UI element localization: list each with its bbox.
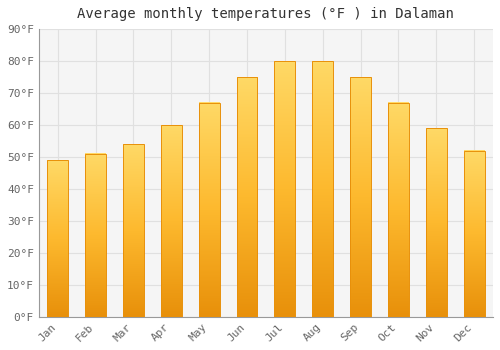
Bar — [274, 61, 295, 317]
Bar — [426, 128, 446, 317]
Bar — [388, 103, 409, 317]
Bar — [350, 77, 371, 317]
Bar — [48, 160, 68, 317]
Title: Average monthly temperatures (°F ) in Dalaman: Average monthly temperatures (°F ) in Da… — [78, 7, 454, 21]
Bar — [198, 103, 220, 317]
Bar — [236, 77, 258, 317]
Bar — [85, 154, 106, 317]
Bar — [312, 61, 333, 317]
Bar — [161, 125, 182, 317]
Bar — [464, 150, 484, 317]
Bar — [123, 144, 144, 317]
